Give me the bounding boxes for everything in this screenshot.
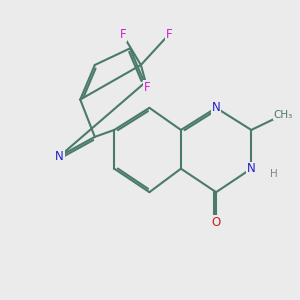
Text: O: O	[212, 216, 221, 229]
Text: N: N	[247, 162, 256, 175]
Text: F: F	[166, 28, 172, 41]
Text: H: H	[271, 169, 278, 179]
Text: CH₃: CH₃	[273, 110, 292, 120]
Text: N: N	[55, 150, 64, 163]
Text: N: N	[212, 101, 220, 114]
Text: F: F	[144, 81, 150, 94]
Text: F: F	[119, 28, 126, 41]
